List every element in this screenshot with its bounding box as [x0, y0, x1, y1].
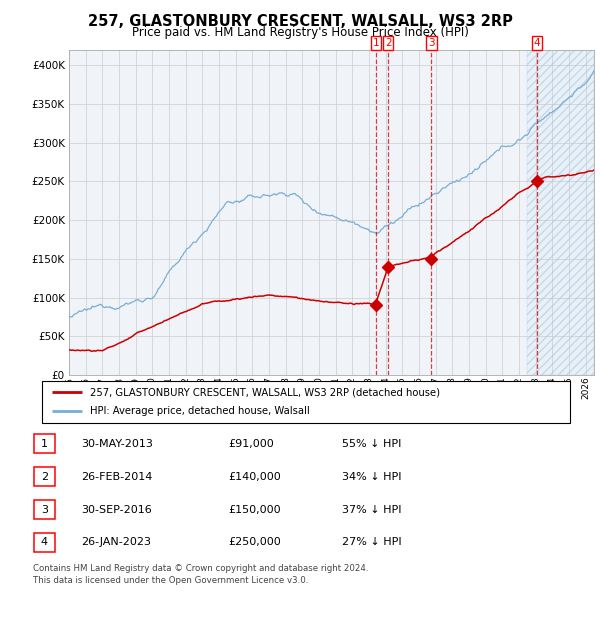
Text: £150,000: £150,000	[228, 505, 281, 515]
Text: 3: 3	[428, 38, 435, 48]
Text: 30-SEP-2016: 30-SEP-2016	[81, 505, 152, 515]
Text: Contains HM Land Registry data © Crown copyright and database right 2024.
This d: Contains HM Land Registry data © Crown c…	[33, 564, 368, 585]
Text: 34% ↓ HPI: 34% ↓ HPI	[342, 472, 401, 482]
Text: 2: 2	[385, 38, 391, 48]
FancyBboxPatch shape	[34, 435, 55, 453]
Text: 3: 3	[41, 505, 48, 515]
Text: 257, GLASTONBURY CRESCENT, WALSALL, WS3 2RP (detached house): 257, GLASTONBURY CRESCENT, WALSALL, WS3 …	[89, 387, 440, 397]
Text: Price paid vs. HM Land Registry's House Price Index (HPI): Price paid vs. HM Land Registry's House …	[131, 26, 469, 39]
Text: 30-MAY-2013: 30-MAY-2013	[81, 439, 153, 449]
Text: 257, GLASTONBURY CRESCENT, WALSALL, WS3 2RP: 257, GLASTONBURY CRESCENT, WALSALL, WS3 …	[88, 14, 512, 29]
FancyBboxPatch shape	[42, 381, 570, 423]
Text: £91,000: £91,000	[228, 439, 274, 449]
Text: 1: 1	[41, 439, 48, 449]
Text: £250,000: £250,000	[228, 538, 281, 547]
FancyBboxPatch shape	[34, 500, 55, 519]
Bar	[527, 50, 594, 375]
FancyBboxPatch shape	[34, 467, 55, 486]
Text: 26-FEB-2014: 26-FEB-2014	[81, 472, 152, 482]
Text: 4: 4	[533, 38, 540, 48]
Text: 37% ↓ HPI: 37% ↓ HPI	[342, 505, 401, 515]
FancyBboxPatch shape	[34, 533, 55, 552]
Text: 26-JAN-2023: 26-JAN-2023	[81, 538, 151, 547]
Text: 2: 2	[41, 472, 48, 482]
Text: £140,000: £140,000	[228, 472, 281, 482]
Text: 4: 4	[41, 538, 48, 547]
Text: 1: 1	[373, 38, 379, 48]
Text: 27% ↓ HPI: 27% ↓ HPI	[342, 538, 401, 547]
Text: HPI: Average price, detached house, Walsall: HPI: Average price, detached house, Wals…	[89, 407, 309, 417]
Text: 55% ↓ HPI: 55% ↓ HPI	[342, 439, 401, 449]
Bar	[527, 50, 594, 375]
